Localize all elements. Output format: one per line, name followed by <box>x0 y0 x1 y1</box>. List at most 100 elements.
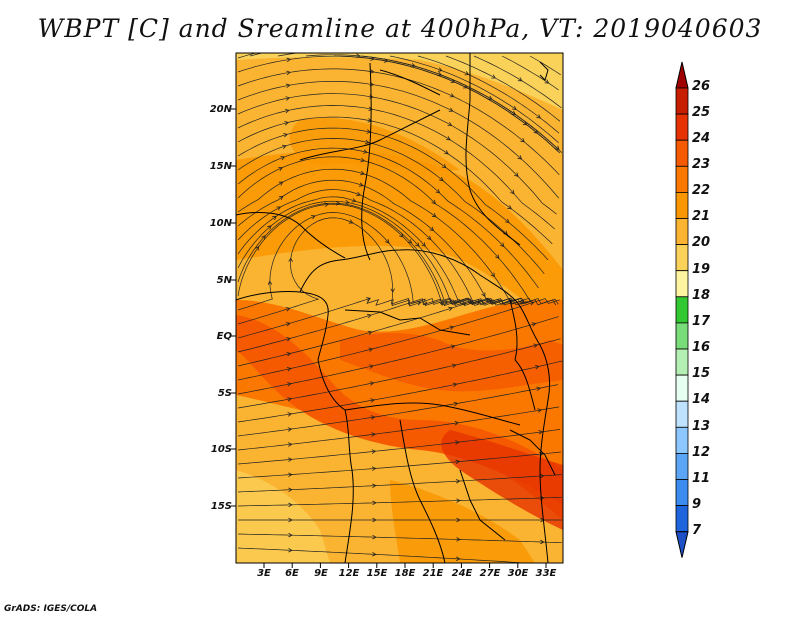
streamline-arrow <box>280 156 286 161</box>
streamline-arrow <box>276 206 282 211</box>
streamline-arrow <box>437 67 443 72</box>
streamline-arrow <box>368 106 374 111</box>
streamline-arrow <box>287 457 293 462</box>
streamline <box>237 298 560 381</box>
streamline-arrow <box>539 473 545 479</box>
streamline-arrow <box>284 108 290 114</box>
streamline <box>277 53 296 57</box>
streamline-arrow <box>369 381 375 386</box>
streamline-arrow <box>529 301 535 306</box>
streamline-arrow <box>431 199 436 205</box>
streamline-arrow <box>368 347 374 352</box>
streamline-arrow <box>533 129 539 134</box>
colorbar-top-arrow <box>675 61 689 89</box>
streamline-arrow <box>534 364 540 370</box>
streamline-arrow <box>514 172 519 177</box>
streamline-arrow <box>366 297 371 302</box>
lat-label: 10N <box>209 218 232 229</box>
streamline <box>237 202 503 305</box>
streamline <box>445 55 561 122</box>
streamline-arrow <box>278 167 284 172</box>
colorbar-label: 26 <box>692 79 711 94</box>
colorbar-label: 20 <box>692 235 711 250</box>
streamline-arrow <box>371 432 376 437</box>
streamline-arrow <box>288 472 293 477</box>
streamline-arrow <box>449 325 455 330</box>
streamline-arrow <box>416 301 422 306</box>
streamline-arrow <box>254 245 260 251</box>
streamline-arrow <box>426 235 432 241</box>
streamline-arrow <box>536 114 541 119</box>
lon-label: 18E <box>394 568 416 579</box>
streamline <box>417 55 560 134</box>
colorbar-swatch <box>675 218 689 246</box>
lat-label: 15N <box>209 161 232 172</box>
lon-label: 12E <box>338 568 360 579</box>
colorbar-swatch <box>675 191 689 219</box>
streamline-arrow <box>288 547 293 553</box>
streamline-arrow <box>286 322 291 327</box>
streamline-arrow <box>422 301 428 307</box>
colorbar-swatch <box>675 348 689 376</box>
streamline <box>237 127 549 261</box>
streamline-arrow <box>448 306 454 312</box>
streamline <box>237 81 559 199</box>
streamline-arrow <box>286 337 291 342</box>
streamline-arrow <box>286 57 292 63</box>
streamline-arrow <box>439 300 444 306</box>
streamline-arrow <box>287 397 293 402</box>
streamline-arrow <box>370 415 376 420</box>
colorbar-label: 19 <box>692 262 711 277</box>
streamline-arrow <box>267 280 273 285</box>
streamline <box>501 55 559 91</box>
streamline-arrow <box>510 189 515 195</box>
streamline-arrow <box>517 155 523 160</box>
streamline <box>237 105 555 230</box>
lon-label: 3E <box>257 568 271 579</box>
streamline-arrow <box>441 163 447 169</box>
streamline-arrow <box>517 77 523 82</box>
colorbar-label: 23 <box>692 157 711 172</box>
axis-ticks <box>231 108 547 568</box>
streamline-arrow <box>448 107 454 112</box>
streamline <box>473 55 562 109</box>
streamline-arrow <box>540 539 545 545</box>
streamline-arrow <box>283 133 288 138</box>
streamline <box>237 147 539 289</box>
streamline-arrow <box>366 313 372 319</box>
lon-label: 30E <box>507 568 529 579</box>
colorbar-swatch <box>675 452 689 480</box>
streamline-arrow <box>399 232 404 238</box>
streamline-arrow <box>288 257 293 262</box>
lat-label: 5N <box>216 275 232 286</box>
colorbar-label: 16 <box>692 340 711 355</box>
colorbar <box>675 61 689 558</box>
streamline-arrow <box>449 93 455 98</box>
streamline-arrow <box>421 242 426 247</box>
streamline-arrow <box>367 330 373 336</box>
streamline-arrow <box>370 398 376 403</box>
streamline <box>237 547 520 563</box>
streamline-arrow <box>285 83 291 89</box>
streamline-arrow <box>481 292 486 298</box>
streamline-arrow <box>288 502 293 508</box>
streamline-arrow <box>267 225 272 230</box>
streamline-arrow <box>464 71 470 76</box>
streamline <box>237 360 563 423</box>
streamline-arrow <box>358 182 364 187</box>
streamline-arrow <box>453 401 459 407</box>
lon-label: 21E <box>422 568 444 579</box>
country-borders <box>236 53 556 563</box>
streamline-arrow <box>429 226 435 232</box>
streamline-arrow <box>533 343 539 348</box>
streamline-arrow <box>351 198 357 203</box>
streamline-arrow <box>491 74 497 79</box>
streamline-arrow <box>372 483 377 489</box>
lon-label: 15E <box>366 568 388 579</box>
streamline-arrow <box>446 136 451 141</box>
streamline-arrow <box>520 138 525 143</box>
colorbar-swatch <box>675 400 689 428</box>
lon-label: 27E <box>479 568 501 579</box>
colorbar-swatch <box>675 244 689 272</box>
